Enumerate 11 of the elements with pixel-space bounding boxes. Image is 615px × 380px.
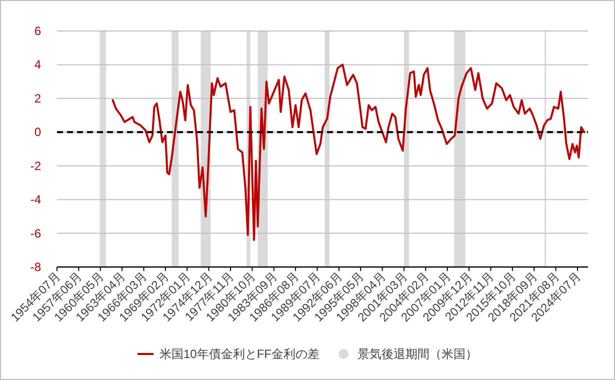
legend-label: 景気後退期間（米国） (358, 347, 478, 361)
y-tick-label: 2 (34, 91, 42, 106)
y-tick-label: 4 (34, 58, 42, 72)
y-tick-label: 6 (34, 24, 42, 38)
line-series (112, 64, 586, 242)
y-tick-label: -2 (30, 158, 42, 173)
y-tick-label: -4 (30, 192, 42, 207)
legend-label: 米国10年債金利とFF金利の差 (159, 347, 320, 361)
y-tick-label: 0 (34, 125, 42, 140)
y-tick-label: -8 (30, 260, 42, 274)
y-tick-label: -6 (30, 226, 42, 240)
